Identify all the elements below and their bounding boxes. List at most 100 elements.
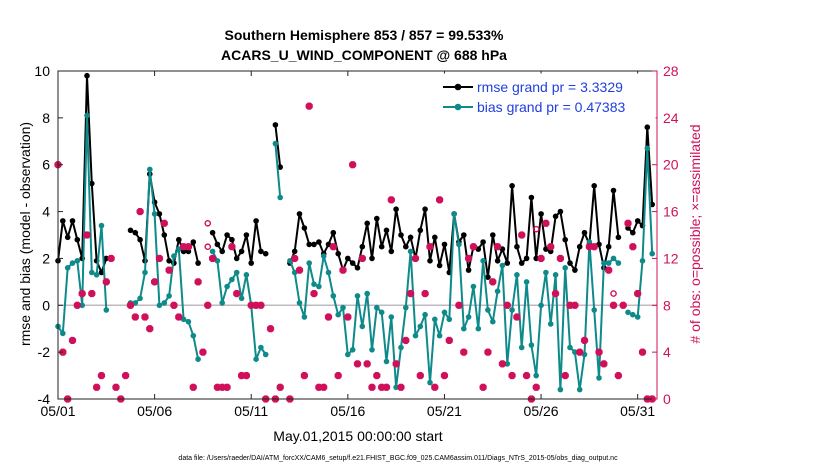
rmse-point bbox=[219, 248, 225, 255]
assimilated-marker-d2 bbox=[590, 243, 598, 251]
bias-point bbox=[195, 356, 201, 363]
bias-point bbox=[311, 281, 317, 288]
assimilated-marker-d2 bbox=[83, 231, 91, 239]
bias-point bbox=[89, 269, 95, 276]
assimilated-marker-d2 bbox=[494, 243, 502, 251]
assimilated-marker bbox=[513, 313, 521, 321]
bias-point bbox=[378, 309, 385, 316]
bias-point bbox=[538, 302, 544, 309]
assimilated-marker bbox=[392, 360, 400, 368]
rmse-point bbox=[403, 243, 409, 250]
rmse-point bbox=[427, 258, 433, 264]
assimilated-marker bbox=[266, 325, 275, 333]
assimilated-marker bbox=[223, 383, 231, 391]
assimilated-marker bbox=[126, 301, 135, 309]
rmse-line-segment bbox=[274, 124, 282, 168]
rmse-point bbox=[378, 243, 385, 250]
x-axis-label: May.01,2015 00:00:00 start bbox=[273, 428, 443, 444]
rmse-point bbox=[407, 234, 414, 241]
bias-point bbox=[465, 314, 472, 320]
assimilated-marker-d2 bbox=[358, 254, 366, 262]
bias-point bbox=[441, 309, 448, 316]
assimilated-marker bbox=[532, 383, 540, 391]
assimilated-marker bbox=[155, 254, 164, 263]
y2-tick-label: 0 bbox=[663, 391, 671, 407]
assimilated-marker-d2 bbox=[629, 243, 637, 251]
bias-point bbox=[190, 332, 197, 339]
assimilated-marker-d2 bbox=[639, 348, 646, 356]
assimilated-marker bbox=[93, 383, 101, 391]
bias-point bbox=[345, 351, 351, 358]
rmse-point bbox=[422, 206, 428, 212]
assimilated-marker-d2 bbox=[479, 383, 487, 391]
bias-point bbox=[325, 269, 332, 276]
rmse-point bbox=[209, 229, 216, 236]
rmse-point bbox=[398, 232, 404, 238]
y2-tick-label: 20 bbox=[663, 157, 679, 173]
rmse-point bbox=[383, 227, 390, 234]
assimilated-marker-d2 bbox=[334, 372, 342, 380]
bias-point bbox=[557, 386, 564, 393]
bias-point bbox=[330, 293, 337, 299]
assimilated-marker-d2 bbox=[267, 325, 274, 333]
chart-title: Southern Hemisphere 853 / 857 = 99.533% bbox=[225, 27, 505, 43]
bias-point bbox=[219, 300, 225, 306]
rmse-point bbox=[562, 236, 568, 243]
x-tick-label: 05/06 bbox=[137, 403, 172, 419]
rmse-point bbox=[64, 234, 71, 241]
assimilated-marker-d2 bbox=[537, 254, 545, 262]
bias-point bbox=[490, 318, 496, 325]
bias-point bbox=[456, 241, 462, 248]
bias-line-segment bbox=[274, 143, 282, 198]
rmse-point bbox=[345, 255, 351, 262]
bias-point bbox=[417, 323, 424, 330]
assimilated-marker bbox=[493, 243, 502, 251]
assimilated-marker bbox=[629, 243, 637, 251]
assimilated-marker bbox=[228, 243, 236, 251]
rmse-point bbox=[581, 229, 588, 236]
assimilated-marker-d2 bbox=[576, 348, 584, 356]
assimilated-marker bbox=[416, 371, 424, 380]
bias-point bbox=[364, 290, 371, 297]
assimilated-marker-d2 bbox=[556, 254, 564, 262]
y-tick-label: 8 bbox=[42, 110, 50, 126]
assimilated-marker-d2 bbox=[595, 348, 603, 356]
rmse-point bbox=[615, 234, 622, 241]
bias-point bbox=[335, 311, 342, 318]
assimilated-marker bbox=[324, 313, 333, 321]
assimilated-marker-d2 bbox=[383, 383, 390, 391]
rmse-point bbox=[137, 236, 143, 243]
assimilated-marker-d2 bbox=[363, 360, 371, 368]
bias-point bbox=[185, 318, 192, 325]
bias-point bbox=[224, 283, 230, 290]
rmse-point bbox=[552, 213, 559, 220]
assimilated-marker bbox=[131, 313, 139, 321]
rmse-point bbox=[432, 234, 438, 241]
rmse-point bbox=[272, 122, 279, 128]
assimilated-marker bbox=[455, 301, 463, 309]
bias-point bbox=[74, 258, 81, 264]
rmse-point bbox=[248, 260, 254, 266]
assimilated-marker bbox=[431, 383, 439, 391]
bias-point bbox=[533, 372, 539, 379]
rmse-point bbox=[514, 243, 520, 250]
rmse-point bbox=[605, 243, 612, 250]
possible-marker bbox=[610, 290, 617, 297]
assimilated-marker bbox=[503, 301, 511, 309]
assimilated-marker bbox=[460, 348, 468, 356]
bias-point bbox=[591, 307, 597, 313]
assimilated-marker-d2 bbox=[416, 372, 424, 380]
bias-point bbox=[567, 344, 573, 351]
assimilated-marker bbox=[68, 336, 77, 345]
x-tick-label: 05/21 bbox=[427, 403, 462, 419]
assimilated-marker bbox=[619, 301, 627, 309]
rmse-point bbox=[166, 258, 172, 264]
bias-point bbox=[412, 332, 419, 339]
assimilated-marker-d2 bbox=[614, 372, 622, 380]
bias-point bbox=[461, 325, 467, 332]
assimilated-marker bbox=[440, 371, 449, 380]
assimilated-marker-d2 bbox=[88, 290, 96, 298]
rmse-point bbox=[630, 229, 636, 236]
bias-point bbox=[359, 323, 366, 330]
